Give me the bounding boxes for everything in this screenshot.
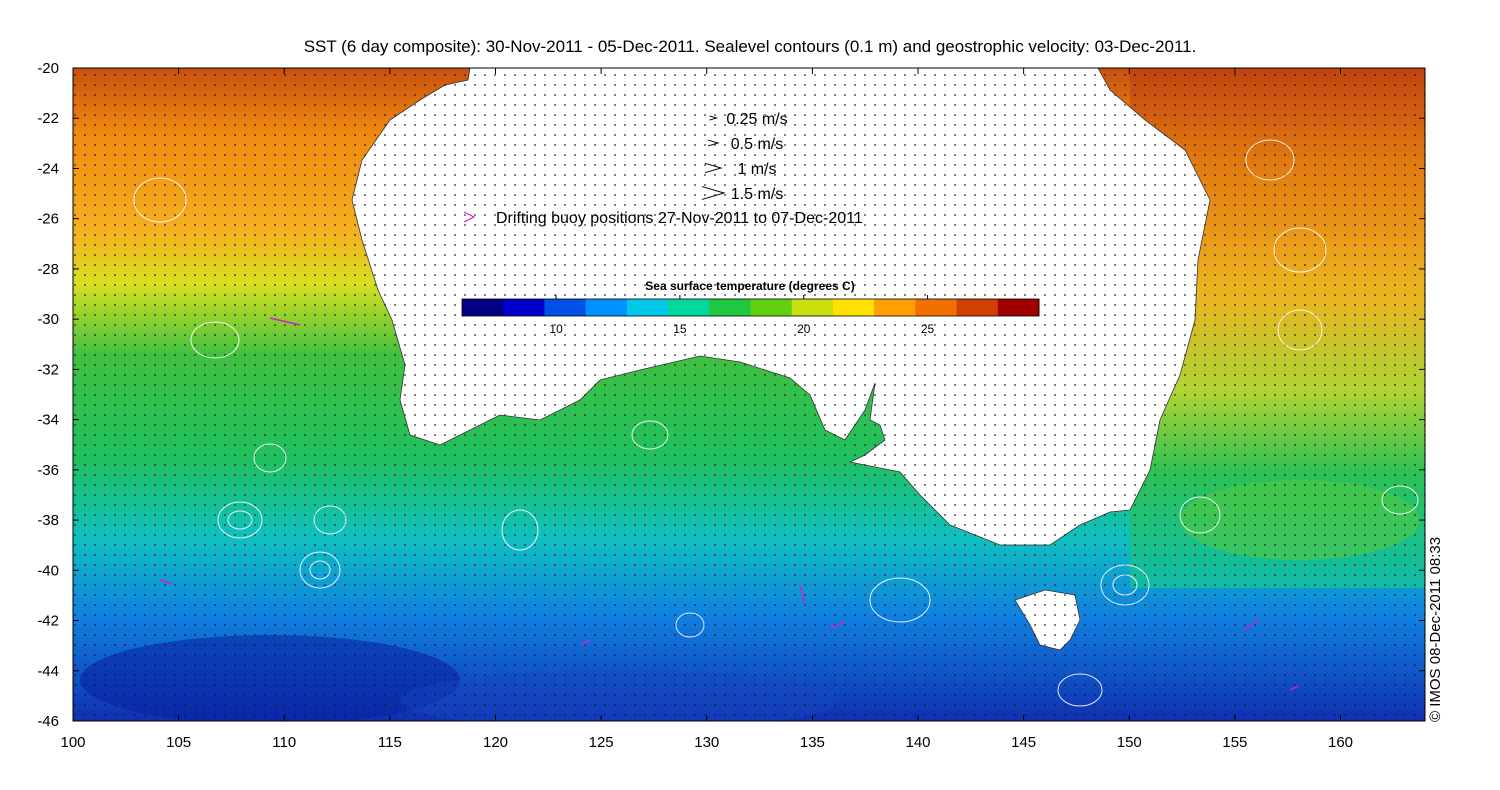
velocity-scale-arrow (707, 139, 720, 147)
velocity-scale-arrow (701, 186, 726, 200)
sealevel-contour (313, 505, 347, 535)
sealevel-contour (1381, 485, 1419, 515)
x-tick-label: 105 (166, 734, 191, 751)
x-tick-label: 150 (1117, 734, 1142, 751)
sealevel-contour (1179, 496, 1221, 534)
colorbar-frame (461, 298, 1040, 317)
colorbar-block (544, 299, 587, 316)
x-tick-label: 145 (1011, 734, 1036, 751)
x-axis: 100 105 110 115 120 125 130 135 140 145 150 155 160 (60, 68, 1353, 751)
buoy-track (1244, 619, 1259, 631)
sealevel-contours (133, 139, 1419, 707)
colorbar-block (874, 299, 916, 316)
y-tick-label: -22 (37, 110, 59, 127)
sealevel-contour (1100, 564, 1150, 606)
y-tick-label: -30 (37, 311, 59, 328)
buoy-track (579, 639, 591, 646)
y-axis: -20 -22 -24 -26 -28 -30 -32 -34 -36 -38 -40 -42 -44 -… (37, 60, 1425, 730)
sealevel-contour (133, 177, 187, 223)
sealevel-contour (299, 551, 341, 589)
colorbar-tick-label: 10 (549, 322, 563, 336)
colorbar-block (997, 299, 1040, 316)
sealevel-contour (631, 420, 669, 450)
x-tick-label: 110 (272, 734, 296, 751)
buoy-legend-marker (463, 211, 476, 223)
sealevel-contour (1112, 574, 1138, 596)
velocity-scale-label: 0.5 m/s (731, 136, 783, 153)
velocity-scale-label: 1 m/s (737, 161, 776, 178)
buoy-track (799, 584, 806, 606)
colorbar: Sea surface temperature (degrees C) 10 15… (461, 279, 1040, 336)
sealevel-contour (869, 577, 931, 623)
x-tick-label: 140 (905, 734, 930, 751)
sealevel-contour (1273, 227, 1327, 273)
colorbar-block (750, 299, 793, 316)
x-tick-label: 135 (800, 734, 825, 751)
buoy-track (829, 621, 846, 629)
velocity-scale-arrow (704, 162, 723, 174)
sealevel-contour (1245, 139, 1295, 181)
y-tick-label: -46 (37, 713, 59, 730)
colorbar-block (668, 299, 710, 316)
velocity-scale-label: 1.5 m/s (731, 186, 783, 203)
sealevel-contour (1277, 309, 1323, 351)
copyright-credit: © IMOS 08-Dec-2011 08:33 (1427, 537, 1444, 722)
y-tick-label: -26 (37, 211, 59, 228)
x-tick-label: 100 (60, 734, 85, 751)
sealevel-contour (253, 443, 287, 473)
velocity-scale-arrow (709, 115, 719, 121)
y-tick-label: -36 (37, 462, 59, 479)
y-tick-label: -28 (37, 261, 59, 278)
drifting-buoy-tracks (159, 317, 1299, 691)
buoy-track (159, 579, 173, 585)
x-tick-label: 160 (1328, 734, 1353, 751)
x-tick-label: 115 (378, 734, 402, 751)
colorbar-block (585, 299, 628, 316)
colorbar-scale (462, 299, 1040, 316)
sealevel-contour (1057, 673, 1103, 707)
y-tick-label: -44 (37, 663, 59, 680)
buoy-track (269, 317, 301, 326)
colorbar-block (462, 299, 504, 316)
x-tick-label: 125 (589, 734, 614, 751)
y-tick-label: -38 (37, 512, 59, 529)
sealevel-contour (309, 560, 331, 580)
buoy-track (1289, 685, 1299, 691)
colorbar-block (791, 299, 834, 316)
colorbar-block (915, 299, 958, 316)
sealevel-contour (675, 612, 705, 638)
colorbar-title: Sea surface temperature (degrees C) (645, 279, 854, 293)
colorbar-ticks: 10 15 20 25 (549, 295, 935, 336)
sealevel-contour (227, 510, 253, 530)
buoy-legend: Drifting buoy positions 27-Nov-2011 to 0… (463, 210, 863, 227)
sealevel-contour (501, 509, 539, 551)
y-tick-label: -24 (37, 160, 59, 177)
figure-title: SST (6 day composite): 30-Nov-2011 - 05-… (304, 37, 1197, 56)
y-tick-label: -42 (37, 613, 59, 630)
colorbar-block (503, 299, 545, 316)
velocity-legend: 0.25 m/s 0.5 m/s 1 m/s 1.5 m/s (701, 111, 788, 203)
map-frame (72, 67, 1426, 722)
colorbar-tick-label: 15 (673, 322, 687, 336)
y-tick-label: -34 (37, 412, 59, 429)
sealevel-contour (190, 321, 240, 359)
velocity-scale-label: 0.25 m/s (726, 111, 787, 128)
x-tick-label: 130 (694, 734, 719, 751)
colorbar-block (709, 299, 751, 316)
sealevel-contour (217, 501, 263, 539)
colorbar-tick-label: 20 (797, 322, 811, 336)
y-tick-label: -32 (37, 361, 59, 378)
colorbar-tick-label: 25 (921, 322, 935, 336)
colorbar-block (626, 299, 669, 316)
velocity-arrows (73, 68, 1425, 721)
colorbar-block (956, 299, 999, 316)
x-tick-label: 120 (483, 734, 508, 751)
x-tick-label: 155 (1222, 734, 1247, 751)
y-tick-label: -40 (37, 562, 59, 579)
buoy-legend-label: Drifting buoy positions 27-Nov-2011 to 0… (496, 210, 863, 227)
colorbar-block (832, 299, 875, 316)
y-tick-label: -20 (37, 60, 59, 77)
